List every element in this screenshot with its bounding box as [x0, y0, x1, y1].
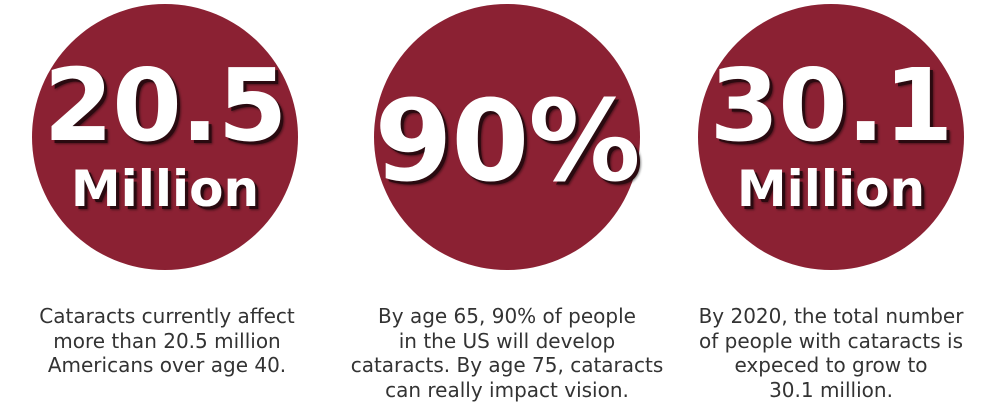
stat-circle: 30.1 Million [698, 4, 964, 270]
stat-value: 90% [374, 77, 640, 207]
stat-circle: 20.5 Million [32, 4, 298, 270]
stat-unit: Million [70, 160, 260, 218]
stat-caption: By 2020, the total number of people with… [698, 304, 964, 402]
stat-card-2020-projection: 30.1 Million By 2020, the total number o… [668, 0, 1002, 413]
stat-card-affected-americans: 20.5 Million Cataracts currently affect … [0, 0, 334, 413]
stat-value: 30.1 [709, 47, 954, 164]
stat-caption: By age 65, 90% of people in the US will … [350, 304, 664, 402]
stat-caption: Cataracts currently affect more than 20.… [39, 304, 295, 377]
stat-unit: Million [736, 160, 926, 218]
stat-value: 20.5 [43, 47, 288, 164]
stat-circle: 90% [374, 4, 641, 270]
stat-card-age-65-percentage: 90% By age 65, 90% of people in the US w… [334, 0, 668, 413]
